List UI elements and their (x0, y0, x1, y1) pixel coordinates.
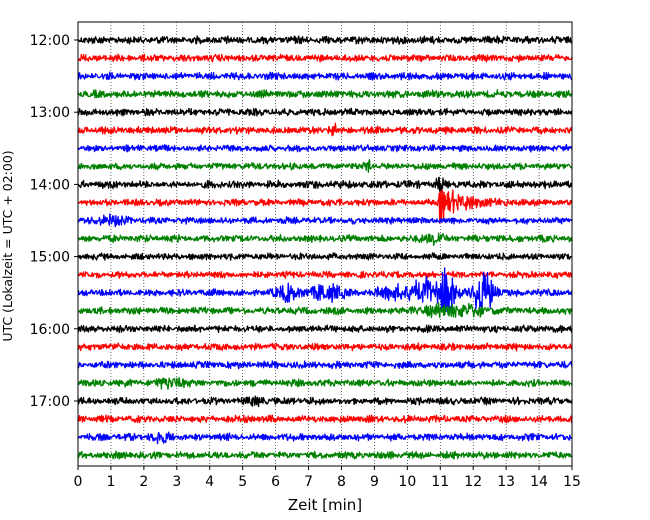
y-tick-label: 17:00 (30, 394, 70, 410)
trace-row (77, 107, 573, 117)
trace-row (77, 89, 573, 99)
y-tick-label: 15:00 (30, 250, 70, 266)
plot-frame (77, 21, 573, 467)
x-tick-label: 12 (464, 474, 482, 490)
x-tick-label: 9 (370, 474, 379, 490)
x-axis-label: Zeit [min] (288, 496, 362, 514)
trace-row (77, 158, 573, 174)
x-tick-label: 5 (238, 474, 247, 490)
x-tick-label: 8 (337, 474, 346, 490)
trace-row (77, 431, 573, 445)
trace-row (77, 53, 573, 63)
trace-row (77, 324, 573, 334)
x-tick-label: 3 (172, 474, 181, 490)
trace-row (77, 395, 573, 408)
x-axis-ticks: 0 1 2 3 4 5 6 7 8 9 10 11 12 13 14 15 (74, 466, 581, 490)
vertical-gridlines (110, 22, 540, 466)
x-tick-label: 0 (74, 474, 83, 490)
x-tick-label: 1 (106, 474, 115, 490)
trace-row (77, 267, 573, 314)
y-axis-ticks: 12:00 13:00 14:00 15:00 16:00 17:00 (30, 33, 78, 410)
trace-row (77, 376, 573, 390)
x-tick-label: 14 (530, 474, 548, 490)
x-tick-label: 13 (497, 474, 515, 490)
y-axis-label: UTC (Lokalzeit = UTC + 02:00) (0, 150, 15, 341)
trace-row (77, 414, 573, 424)
x-tick-label: 2 (139, 474, 148, 490)
x-tick-label: 4 (205, 474, 214, 490)
trace-row (77, 176, 573, 193)
y-tick-label: 14:00 (30, 177, 70, 193)
x-tick-label: 7 (304, 474, 313, 490)
trace-row (77, 450, 573, 460)
trace-row (77, 270, 573, 280)
x-tick-label: 10 (398, 474, 416, 490)
trace-row (77, 213, 573, 228)
x-tick-label: 11 (431, 474, 449, 490)
x-tick-label: 6 (271, 474, 280, 490)
y-tick-label: 13:00 (30, 105, 70, 121)
trace-row (77, 252, 573, 261)
y-tick-label: 12:00 (30, 33, 70, 49)
trace-row (77, 71, 573, 81)
seismic-traces (77, 35, 573, 460)
trace-row (77, 35, 573, 45)
trace-row (77, 302, 573, 319)
trace-row (77, 189, 573, 224)
trace-row (77, 143, 573, 153)
trace-row (77, 122, 573, 137)
y-tick-label: 16:00 (30, 322, 70, 338)
trace-row (77, 360, 573, 370)
trace-row (77, 232, 573, 246)
trace-row (77, 342, 573, 352)
x-tick-label: 15 (563, 474, 581, 490)
